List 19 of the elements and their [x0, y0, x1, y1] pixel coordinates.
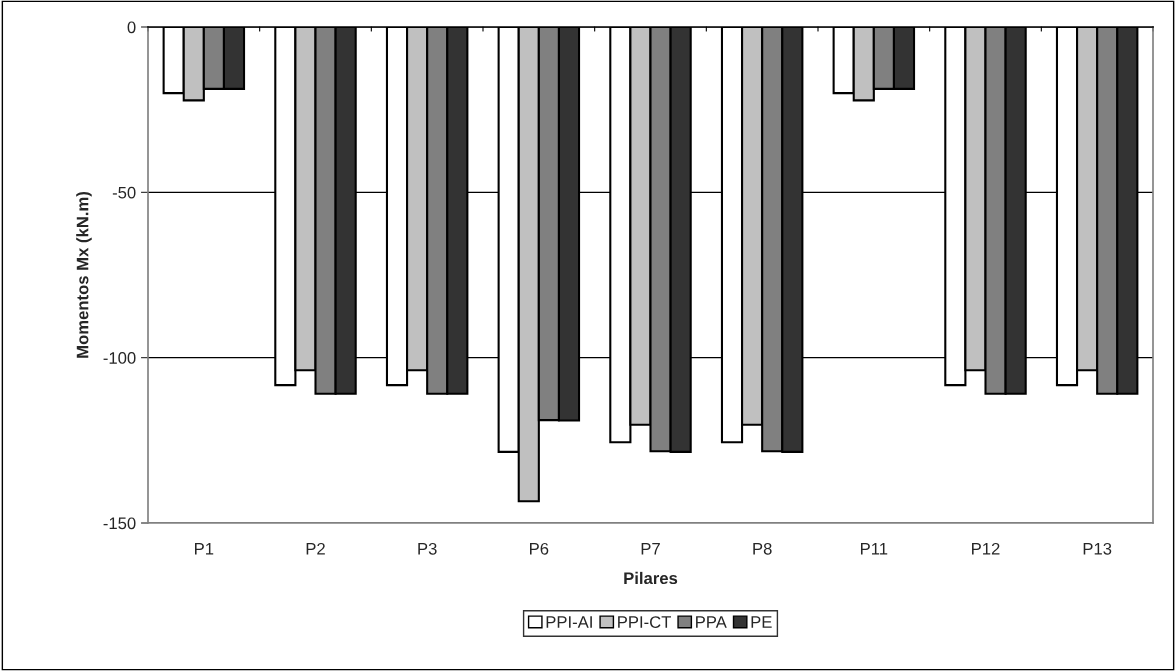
legend-label: PPI-AI [546, 616, 592, 628]
y-axis-title: Momentos Mx (kN.m) [76, 192, 92, 358]
x-tick-label: P2 [306, 542, 325, 555]
y-tick-label: -150 [103, 517, 136, 530]
x-tick-label: P1 [195, 543, 214, 555]
x-tick-label: P8 [753, 542, 772, 555]
x-axis-title: Pilares [624, 571, 678, 585]
y-tick-label: -50 [112, 186, 136, 199]
x-tick-label: P6 [530, 542, 549, 555]
legend-label: PPA [696, 616, 727, 628]
y-tick-label: -100 [103, 352, 136, 364]
x-tick-label: P11 [860, 543, 888, 555]
x-tick-label: P12 [972, 542, 1000, 555]
y-tick-label: 0 [127, 21, 136, 34]
legend-label: PPI-CT [618, 616, 671, 628]
x-tick-label: P3 [418, 542, 437, 555]
legend-label: PE [751, 616, 772, 628]
x-tick-label: P13 [1083, 542, 1112, 555]
x-tick-label: P7 [641, 543, 660, 555]
